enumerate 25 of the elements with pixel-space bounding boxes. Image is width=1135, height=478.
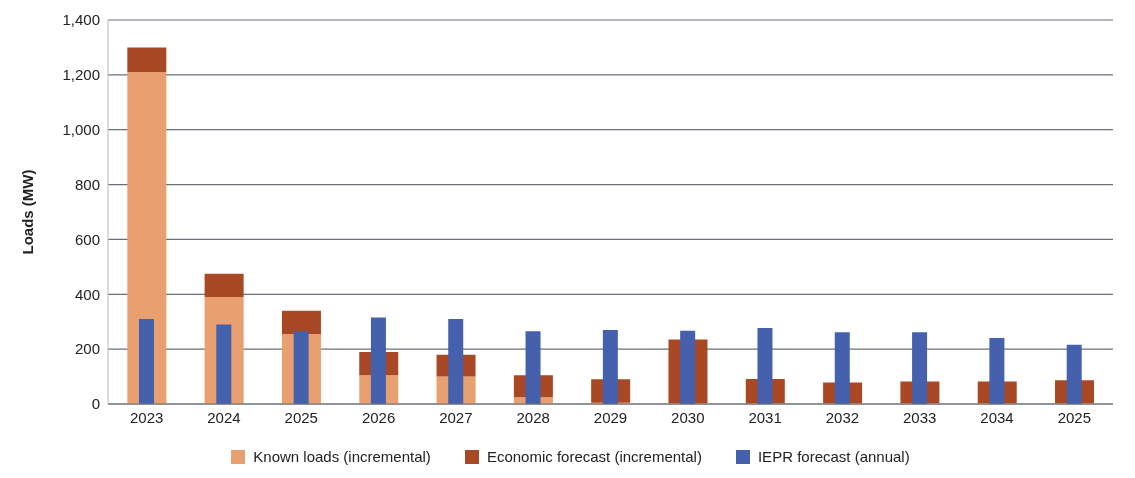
y-tick-label: 600 [74, 230, 100, 248]
x-tick-label: 2031 [748, 408, 782, 426]
y-tick-label: 1,400 [62, 11, 100, 29]
legend-label: Economic forecast (incremental) [486, 448, 702, 465]
y-tick-label: 800 [74, 175, 100, 193]
x-tick-label: 2034 [980, 408, 1014, 426]
x-tick-label: 2030 [671, 408, 705, 426]
x-tick-label: 2026 [361, 408, 396, 426]
x-tick-label: 2032 [825, 408, 860, 426]
x-tick-label: 2029 [593, 408, 628, 426]
x-tick-label: 2024 [207, 408, 241, 426]
x-tick-label: 2025 [284, 408, 318, 426]
legend-label: IEPR forecast (annual) [757, 448, 910, 465]
x-tick-label: 2025 [1057, 408, 1092, 426]
legend-label: Known loads (incremental) [253, 448, 431, 465]
x-tick-label: 2027 [439, 408, 473, 426]
y-tick-label: 1,200 [62, 66, 100, 84]
y-tick-label: 1,000 [62, 121, 100, 139]
y-axis-title: Loads (MW) [19, 169, 37, 255]
y-tick-label: 200 [74, 340, 100, 358]
y-tick-label: 400 [74, 285, 100, 303]
x-tick-label: 2028 [516, 408, 550, 426]
x-tick-label: 2033 [903, 408, 937, 426]
x-tick-label: 2023 [129, 408, 164, 426]
y-tick-label: 0 [91, 395, 100, 413]
